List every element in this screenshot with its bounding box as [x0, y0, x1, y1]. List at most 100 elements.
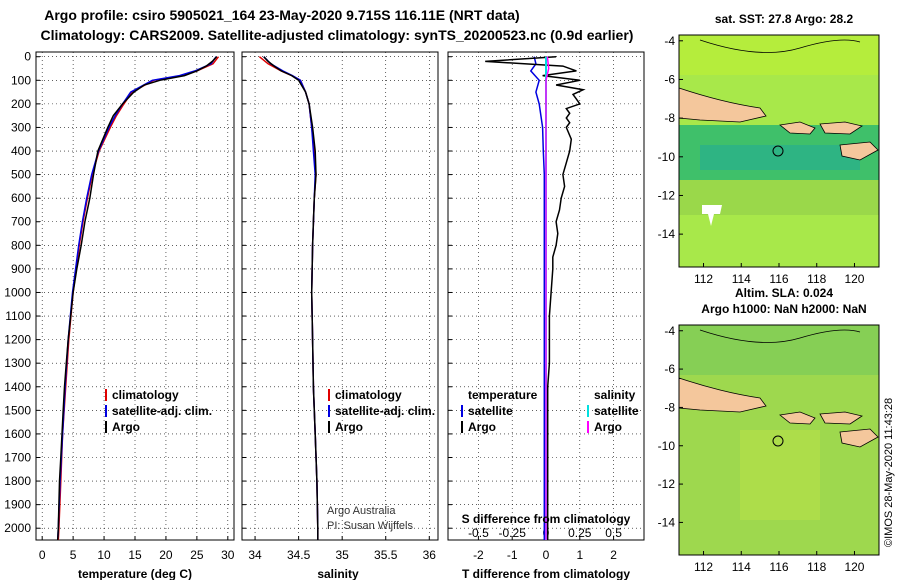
salinity-series-satellite-adj-clim-: [263, 56, 319, 540]
map-lon-label: 112: [694, 272, 713, 286]
map-lon-label: 116: [769, 560, 788, 574]
depth-tick-label: 1300: [4, 356, 31, 370]
salinity-xlabel: salinity: [317, 567, 359, 580]
sst-coast-north: [699, 39, 861, 53]
depth-tick-label: 100: [11, 73, 31, 87]
difference-xtick-label: 0: [543, 548, 550, 562]
map-lat-label: -14: [658, 515, 676, 529]
s-difference-tick-label: -0.5: [468, 526, 489, 540]
sst-land-java: [678, 87, 767, 123]
temperature-xtick-label: 0: [39, 548, 46, 562]
legend-label-argo: Argo: [335, 420, 363, 434]
depth-tick-label: 1600: [4, 427, 31, 441]
legend-label-t-satellite: satellite: [468, 404, 513, 418]
tick-labels: 0100200300400500600700800900100011001200…: [4, 50, 622, 562]
sst-band-north: [679, 35, 879, 75]
temperature-xtick-label: 25: [190, 548, 204, 562]
sla-float-marker: [772, 435, 784, 447]
temperature-xtick-label: 5: [70, 548, 77, 562]
legend-label-argo: Argo: [112, 420, 140, 434]
difference-xtick-label: 1: [576, 548, 583, 562]
map-lon-label: 112: [694, 560, 713, 574]
map-lon-label: 120: [844, 560, 864, 574]
map-lon-label: 118: [807, 560, 826, 574]
map-lat-label: -4: [664, 34, 675, 48]
salinity-legend: climatology satellite-adj. clim. Argo Ar…: [327, 388, 435, 532]
map-lat-label: -4: [664, 324, 675, 338]
legend-title-temperature: temperature: [468, 388, 538, 402]
title-line2: Climatology: CARS2009. Satellite-adjuste…: [41, 27, 634, 43]
depth-tick-label: 300: [11, 120, 31, 134]
temperature-xlabel: temperature (deg C): [78, 567, 192, 580]
depth-tick-label: 1100: [5, 309, 31, 323]
salinity-xtick-label: 35.5: [374, 548, 398, 562]
depth-tick-label: 0: [24, 50, 31, 64]
sst-map: [678, 34, 880, 268]
s-difference-tick-label: 0.5: [605, 526, 622, 540]
difference-series-salinity-argo: [545, 56, 550, 540]
sst-float-marker: [772, 145, 784, 157]
title-line1: Argo profile: csiro 5905021_164 23-May-2…: [44, 7, 519, 23]
salinity-xtick-label: 36: [423, 548, 437, 562]
difference-xlabel: T difference from climatology: [462, 567, 630, 580]
depth-tick-label: 1500: [4, 403, 31, 417]
s-difference-label: S difference from climatology: [462, 512, 631, 526]
depth-tick-label: 1000: [4, 285, 31, 299]
depth-tick-label: 200: [11, 97, 31, 111]
map-lat-label: -10: [658, 150, 676, 164]
depth-tick-label: 400: [11, 144, 31, 158]
temperature-legend: climatology satellite-adj. clim. Argo: [105, 388, 212, 434]
map-tick-labels: 112 114 116 118 120 -4 -6 -8 -10 -12 -14 112 114 116 1…: [658, 34, 865, 574]
sla-band-center: [740, 430, 820, 520]
s-difference-tick-label: 0.25: [568, 526, 592, 540]
depth-tick-label: 800: [11, 238, 31, 252]
map-lon-label: 114: [732, 560, 751, 574]
map-lat-label: -12: [658, 188, 676, 202]
map-lat-label: -8: [664, 111, 675, 125]
temperature-xtick-label: 30: [221, 548, 235, 562]
sst-map-title: sat. SST: 27.8 Argo: 28.2: [715, 12, 854, 26]
depth-tick-label: 2000: [4, 521, 31, 535]
sst-land-bali: [779, 121, 816, 135]
legend-label-satellite-adj: satellite-adj. clim.: [112, 404, 212, 418]
sla-map: [678, 324, 880, 556]
temperature-xtick-label: 10: [97, 548, 111, 562]
temperature-xtick-label: 15: [128, 548, 142, 562]
sla-land-bali: [779, 411, 816, 425]
sst-land-sumba: [839, 141, 879, 161]
sla-land-sumba: [839, 428, 879, 448]
sla-map-title1: Altim. SLA: 0.024: [735, 286, 833, 300]
legend-label-s-satellite: satellite: [594, 404, 639, 418]
profile-lines: [56, 55, 586, 541]
depth-tick-label: 600: [11, 191, 31, 205]
difference-xtick-label: -1: [507, 548, 518, 562]
temperature-series-satellite-adj-clim-: [56, 56, 217, 541]
s-difference-tick-label: -0.25: [499, 526, 527, 540]
legend-label-climatology: climatology: [335, 388, 402, 402]
map-lat-label: -6: [664, 362, 675, 376]
sla-land-lombok: [819, 411, 863, 425]
legend-label-t-argo: Argo: [468, 420, 496, 434]
salinity-xtick-label: 35: [335, 548, 349, 562]
credit-pi: PI: Susan Wijffels: [327, 520, 413, 532]
salinity-series-argo: [263, 56, 319, 540]
difference-legend: temperature salinity satellite Argo sate…: [461, 388, 639, 434]
depth-tick-label: 1700: [4, 450, 31, 464]
depth-tick-label: 500: [11, 168, 31, 182]
difference-series-temperature-satellite: [529, 56, 546, 540]
map-lat-label: -6: [664, 72, 675, 86]
difference-xtick-label: -2: [473, 548, 484, 562]
temperature-series-argo: [56, 56, 218, 541]
map-lon-label: 116: [769, 272, 788, 286]
legend-label-climatology: climatology: [112, 388, 179, 402]
depth-tick-label: 1200: [4, 333, 31, 347]
map-lat-label: -12: [658, 477, 676, 491]
imos-stamp: ©IMOS 28-May-2020 11:43:28: [883, 398, 895, 547]
difference-xtick-label: 2: [610, 548, 617, 562]
salinity-series-climatology: [258, 56, 319, 540]
sla-map-title2: Argo h1000: NaN h2000: NaN: [701, 302, 866, 316]
map-lon-label: 118: [807, 272, 826, 286]
sst-band-core: [700, 145, 860, 170]
sst-missing-data: [702, 205, 722, 226]
salinity-xtick-label: 34: [248, 548, 262, 562]
